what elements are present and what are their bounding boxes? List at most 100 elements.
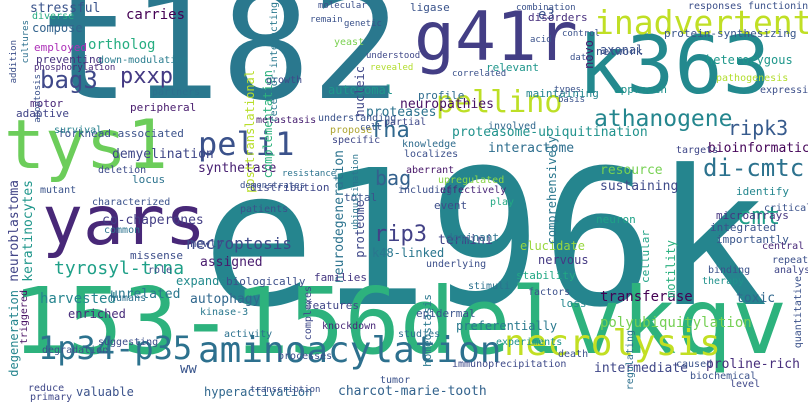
cloud-word: relevant	[486, 61, 539, 74]
cloud-word: transcription	[250, 385, 321, 395]
cloud-word: correlated	[452, 69, 507, 79]
cloud-word: data	[570, 53, 592, 63]
cloud-word: types	[554, 85, 582, 95]
cloud-word: co-chaperones	[102, 213, 204, 228]
cloud-word: knowledge	[402, 139, 457, 150]
cloud-word: genetic	[344, 19, 382, 29]
cloud-word: ortholog	[88, 37, 156, 53]
cloud-word: preferentially	[456, 319, 558, 333]
cloud-word: involved	[488, 121, 537, 132]
cloud-word: transferase	[600, 289, 693, 305]
cloud-word: central	[762, 241, 805, 252]
cloud-word: enriched	[68, 307, 126, 321]
cloud-word: critical	[764, 203, 808, 214]
cloud-word: play	[490, 197, 515, 208]
cloud-word: level	[730, 379, 761, 390]
cloud-word: repeat	[772, 255, 808, 266]
cloud-word: localizes	[404, 149, 459, 160]
cloud-word: di-cmtc	[703, 154, 805, 182]
cloud-word: necroptosis	[186, 234, 292, 253]
cloud-word: diverse	[32, 11, 75, 22]
cloud-word: termini	[438, 233, 493, 248]
cloud-word: nucleic	[353, 66, 367, 117]
cloud-word: aminoacylation	[198, 330, 502, 371]
cloud-word: biologically	[226, 275, 306, 288]
cloud-word: degradation	[42, 345, 109, 356]
cloud-word: specific	[332, 135, 381, 146]
cloud-word: demyelination	[112, 147, 214, 162]
cloud-word: acid	[530, 35, 552, 45]
cloud-word: identify	[736, 185, 789, 198]
cloud-word: approach	[614, 83, 667, 96]
cloud-word: triggered	[19, 290, 30, 345]
cloud-word: keratinocytes	[21, 180, 36, 282]
cloud-word: toxic	[736, 291, 776, 306]
cloud-word: adaptive	[16, 107, 69, 120]
cloud-word: inadvertent	[594, 3, 808, 42]
cloud-word: suggesting	[98, 337, 159, 348]
cloud-word: rip3	[374, 222, 427, 247]
cloud-word: proteases	[366, 105, 437, 120]
cloud-word: demonstrates	[240, 181, 306, 191]
cloud-word: carries	[126, 7, 186, 23]
cloud-word: integrated	[710, 221, 777, 234]
cloud-word: families	[314, 271, 367, 284]
cloud-word: harvested	[40, 291, 116, 307]
cloud-word: motility	[664, 240, 678, 298]
cloud-word: quantitative	[793, 276, 804, 349]
cloud-word: biochemical	[690, 371, 757, 382]
cloud-word: characterized	[92, 197, 171, 208]
cloud-word: posttranslational	[243, 70, 257, 193]
cloud-word: apoptosis	[33, 74, 43, 123]
cloud-word: heterozygous	[706, 53, 793, 67]
cloud-word: pathogenesis	[716, 73, 789, 84]
cloud-word: proline-rich	[706, 357, 800, 372]
cloud-word: mutant	[40, 185, 77, 196]
cloud-word: hyperactivation	[204, 385, 313, 399]
cloud-word: understood	[366, 51, 421, 61]
cloud-word: effectively	[440, 185, 507, 196]
cloud-word: resistance	[282, 169, 337, 179]
cloud-word: bioinformatic	[708, 141, 808, 156]
cloud-word: unrelated	[110, 287, 181, 302]
cloud-word: neuroblastoma	[7, 180, 22, 282]
cloud-word: athanogene	[594, 106, 733, 132]
cloud-word: network	[596, 45, 643, 58]
cloud-word: functioning	[748, 1, 808, 12]
cloud-word: total	[344, 191, 378, 204]
cloud-word: intermediate	[594, 361, 688, 376]
cloud-word: immunoprecipitation	[452, 359, 567, 370]
cloud-word: fha	[370, 118, 410, 143]
cloud-word: polyubiquitylation	[600, 315, 752, 331]
cloud-word: receptor-interacting	[269, 2, 280, 123]
cloud-word: e196k	[202, 130, 768, 349]
cloud-word: e3	[538, 7, 555, 23]
cloud-word: underlying	[426, 259, 487, 270]
cloud-word: neuropathies	[400, 97, 494, 112]
cloud-word: assigned	[200, 255, 263, 270]
cloud-word: reduce	[28, 383, 65, 394]
cloud-word: basis	[558, 95, 586, 105]
cloud-word: k48-linked	[372, 246, 445, 260]
cloud-word: pellino	[436, 85, 563, 120]
cloud-word: ligase	[410, 1, 450, 14]
cloud-word: addition	[9, 40, 19, 84]
cloud-word: phosphorylation	[34, 63, 116, 73]
cloud-word: upregulated	[438, 175, 505, 186]
cloud-word: cultures	[21, 20, 31, 64]
cloud-word: pxxp	[120, 64, 173, 89]
cloud-word: metastasis	[256, 115, 317, 126]
cloud-word: k363	[578, 19, 771, 112]
cloud-word: locus	[132, 173, 166, 186]
cloud-word: distribution	[250, 181, 330, 194]
cloud-word: epidermal	[416, 307, 476, 320]
cloud-word: motor	[30, 97, 64, 110]
cloud-word: loss	[560, 297, 587, 310]
cloud-word: knockdown	[322, 321, 377, 332]
cloud-word: ww	[180, 361, 197, 377]
cloud-word: dominant	[446, 231, 499, 244]
cloud-word: expressing	[760, 85, 808, 96]
cloud-word: binding	[708, 265, 751, 276]
cloud-word: processes	[278, 351, 333, 362]
